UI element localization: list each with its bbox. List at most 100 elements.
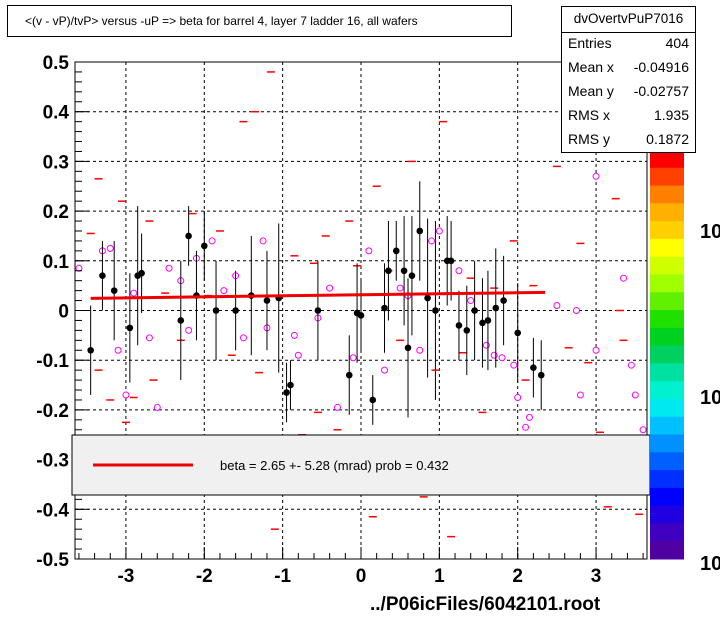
profile-point bbox=[471, 307, 478, 314]
stats-label: Entries bbox=[568, 35, 612, 51]
z-tick-label: 10 bbox=[700, 553, 720, 575]
open-point bbox=[416, 346, 424, 354]
profile-point bbox=[126, 324, 134, 332]
axes: -3 -2 -1 0 1 2 3 -0.5 -0.4 -0.3 -0.2 -0.1 0 0.1 0.2 0.3… bbox=[36, 53, 644, 587]
profile-point bbox=[110, 287, 118, 294]
open-point bbox=[326, 284, 334, 292]
open-point bbox=[525, 413, 533, 421]
x-tick-label: -3 bbox=[117, 566, 134, 587]
open-point bbox=[553, 302, 561, 310]
stats-value: 0.1872 bbox=[646, 131, 689, 147]
profile-point bbox=[200, 242, 208, 250]
profile-point bbox=[212, 307, 220, 314]
palette-band bbox=[650, 398, 684, 418]
open-point bbox=[428, 237, 436, 245]
open-point bbox=[122, 391, 130, 399]
profile-point bbox=[345, 371, 353, 379]
palette-band bbox=[650, 274, 684, 293]
stats-row-rms-x: RMS x 1.935 bbox=[568, 107, 689, 127]
profile-point bbox=[287, 381, 294, 389]
profile-point bbox=[408, 272, 416, 280]
profile-point bbox=[392, 247, 400, 255]
stats-value: -0.04916 bbox=[633, 59, 689, 75]
profile-point bbox=[424, 294, 431, 302]
palette-band bbox=[650, 310, 684, 329]
stats-value: 404 bbox=[665, 35, 689, 51]
profile-point bbox=[99, 272, 106, 280]
fit-line-segment bbox=[90, 290, 546, 300]
open-point bbox=[106, 244, 114, 252]
fit-legend: beta = 2.65 +- 5.28 (mrad) prob = 0.432 bbox=[71, 434, 651, 496]
file-label: ../P06icFiles/6042101.root bbox=[370, 594, 601, 615]
y-tick-label: -0.4 bbox=[36, 500, 69, 521]
y-tick-label: 0.5 bbox=[43, 53, 70, 74]
data-markers bbox=[75, 71, 647, 538]
y-tick-label: 0.3 bbox=[43, 152, 69, 173]
z-tick-label: 10 bbox=[700, 221, 720, 243]
plot-title: <(v - vP)/tvP> versus -uP => beta for ba… bbox=[25, 14, 418, 28]
profile-point bbox=[138, 269, 145, 277]
color-palette bbox=[650, 150, 684, 560]
profile-point bbox=[381, 304, 388, 312]
palette-band bbox=[650, 541, 684, 560]
open-point bbox=[572, 307, 580, 314]
open-point bbox=[185, 326, 193, 334]
open-point bbox=[435, 227, 443, 235]
palette-band bbox=[650, 523, 684, 542]
open-point bbox=[294, 351, 302, 359]
palette-band bbox=[650, 505, 684, 524]
palette-band bbox=[650, 203, 684, 222]
open-point bbox=[592, 172, 600, 180]
open-point bbox=[639, 426, 647, 434]
stats-row-mean-x: Mean x -0.04916 bbox=[568, 59, 689, 79]
open-point bbox=[114, 346, 122, 354]
open-point bbox=[396, 284, 404, 292]
x-tick-label: -2 bbox=[196, 566, 213, 587]
palette-band bbox=[650, 327, 684, 347]
open-point bbox=[498, 354, 506, 362]
y-tick-label: 0.1 bbox=[43, 252, 70, 273]
palette-band bbox=[650, 434, 684, 453]
open-point bbox=[130, 289, 138, 297]
profile-point bbox=[447, 257, 455, 265]
open-point bbox=[592, 346, 600, 354]
y-tick-label: 0.4 bbox=[43, 103, 70, 124]
palette-band bbox=[650, 470, 684, 489]
open-point bbox=[75, 264, 83, 272]
profile-point bbox=[314, 307, 322, 314]
profile-point bbox=[385, 267, 392, 275]
palette-band bbox=[650, 185, 684, 204]
palette-band bbox=[650, 452, 684, 471]
profile-point bbox=[484, 317, 492, 324]
palette-band bbox=[650, 221, 684, 240]
open-point bbox=[145, 334, 153, 342]
profile-point bbox=[537, 371, 545, 379]
profile-point bbox=[283, 389, 290, 396]
open-point bbox=[349, 354, 357, 362]
stats-row-rms-y: RMS y 0.1872 bbox=[568, 131, 689, 151]
palette-band bbox=[650, 238, 684, 258]
y-tick-label: -0.5 bbox=[36, 550, 69, 571]
stats-value: -0.02757 bbox=[633, 83, 689, 99]
stats-title: dvOvertvPuP7016 bbox=[573, 11, 684, 26]
x-tick-label: 0 bbox=[356, 566, 367, 587]
x-tick-label: 2 bbox=[512, 566, 523, 587]
profile-point bbox=[455, 322, 463, 329]
palette-band bbox=[650, 487, 684, 507]
stats-label: Mean y bbox=[568, 83, 614, 99]
palette-band bbox=[650, 256, 684, 275]
stats-label: RMS y bbox=[568, 131, 610, 147]
palette-band bbox=[650, 363, 684, 382]
open-point bbox=[153, 403, 161, 411]
open-point bbox=[220, 287, 228, 295]
x-tick-label: -1 bbox=[274, 566, 291, 587]
palette-band bbox=[650, 292, 684, 311]
stats-row-entries: Entries 404 bbox=[568, 35, 689, 55]
open-point bbox=[290, 331, 298, 339]
stats-label: Mean x bbox=[568, 59, 614, 75]
profile-point bbox=[369, 396, 377, 404]
palette-band bbox=[650, 416, 684, 436]
palette-band bbox=[650, 381, 684, 400]
open-point bbox=[259, 237, 267, 245]
